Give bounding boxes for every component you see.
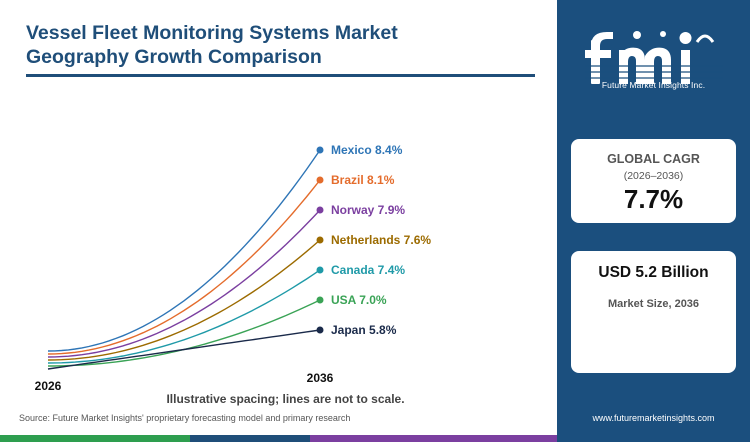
chart-title: Vessel Fleet Monitoring Systems Market G… xyxy=(26,21,546,69)
cagr-label: GLOBAL CAGR xyxy=(607,152,700,166)
series-line-brazil xyxy=(47,179,321,355)
market-size-label: Market Size, 2036 xyxy=(607,298,700,310)
series-endpoint-usa xyxy=(316,296,324,304)
series-endpoint-netherlands xyxy=(316,236,324,244)
series-line-netherlands xyxy=(47,239,321,361)
cagr-value: 7.7% xyxy=(623,184,684,214)
market-size-card: USD 5.2 Billion Market Size, 2036 xyxy=(571,251,736,373)
cagr-period: (2026–2036) xyxy=(623,170,684,182)
cagr-card: GLOBAL CAGR (2026–2036) 7.7% xyxy=(571,139,736,223)
series-line-mexico xyxy=(47,149,321,352)
bottom-bar-segment-purple xyxy=(310,435,557,442)
market-size-value: USD 5.2 Billion xyxy=(598,264,709,281)
bottom-bar-segment-green xyxy=(0,435,190,442)
bottom-color-bar xyxy=(0,435,750,442)
series-endpoints xyxy=(316,146,324,334)
logo-tagline: Future Market Insights Inc. xyxy=(601,80,706,90)
x-tick-label-end: 2036 xyxy=(307,371,334,385)
fmi-logo xyxy=(585,31,723,84)
series-lines xyxy=(47,149,321,370)
title-underline xyxy=(26,74,535,77)
series-label-norway: Norway 7.9% xyxy=(331,203,405,217)
series-line-norway xyxy=(47,209,321,358)
series-line-japan xyxy=(47,329,321,370)
bottom-bar-segment-navy xyxy=(190,435,310,442)
title-line-2: Geography Growth Comparison xyxy=(26,46,322,68)
series-label-japan: Japan 5.8% xyxy=(331,323,397,337)
scale-note: Illustrative spacing; lines are not to s… xyxy=(166,392,405,406)
series-endpoint-canada xyxy=(316,266,324,274)
x-tick-label-start: 2026 xyxy=(35,379,62,393)
summary-panel: Future Market Insights Inc. GLOBAL CAGR … xyxy=(557,0,750,435)
series-line-canada xyxy=(47,269,321,364)
chart-panel: Vessel Fleet Monitoring Systems Market G… xyxy=(19,21,546,423)
series-endpoint-brazil xyxy=(316,176,324,184)
series-label-usa: USA 7.0% xyxy=(331,293,387,307)
growth-line-chart: Mexico 8.4% Brazil 8.1% Norway 7.9% Netherl… xyxy=(35,143,432,393)
series-label-brazil: Brazil 8.1% xyxy=(331,173,395,187)
series-endpoint-mexico xyxy=(316,146,324,154)
series-label-mexico: Mexico 8.4% xyxy=(331,143,403,157)
series-endpoint-japan xyxy=(316,326,324,334)
title-line-1: Vessel Fleet Monitoring Systems Market xyxy=(26,22,398,44)
website-link[interactable]: www.futuremarketinsights.com xyxy=(592,413,715,423)
source-note: Source: Future Market Insights' propriet… xyxy=(19,413,351,423)
series-labels: Mexico 8.4% Brazil 8.1% Norway 7.9% Netherl… xyxy=(331,143,431,337)
series-label-netherlands: Netherlands 7.6% xyxy=(331,233,431,247)
series-label-canada: Canada 7.4% xyxy=(331,263,405,277)
series-endpoint-norway xyxy=(316,206,324,214)
bottom-bar-segment-blue xyxy=(557,435,750,442)
